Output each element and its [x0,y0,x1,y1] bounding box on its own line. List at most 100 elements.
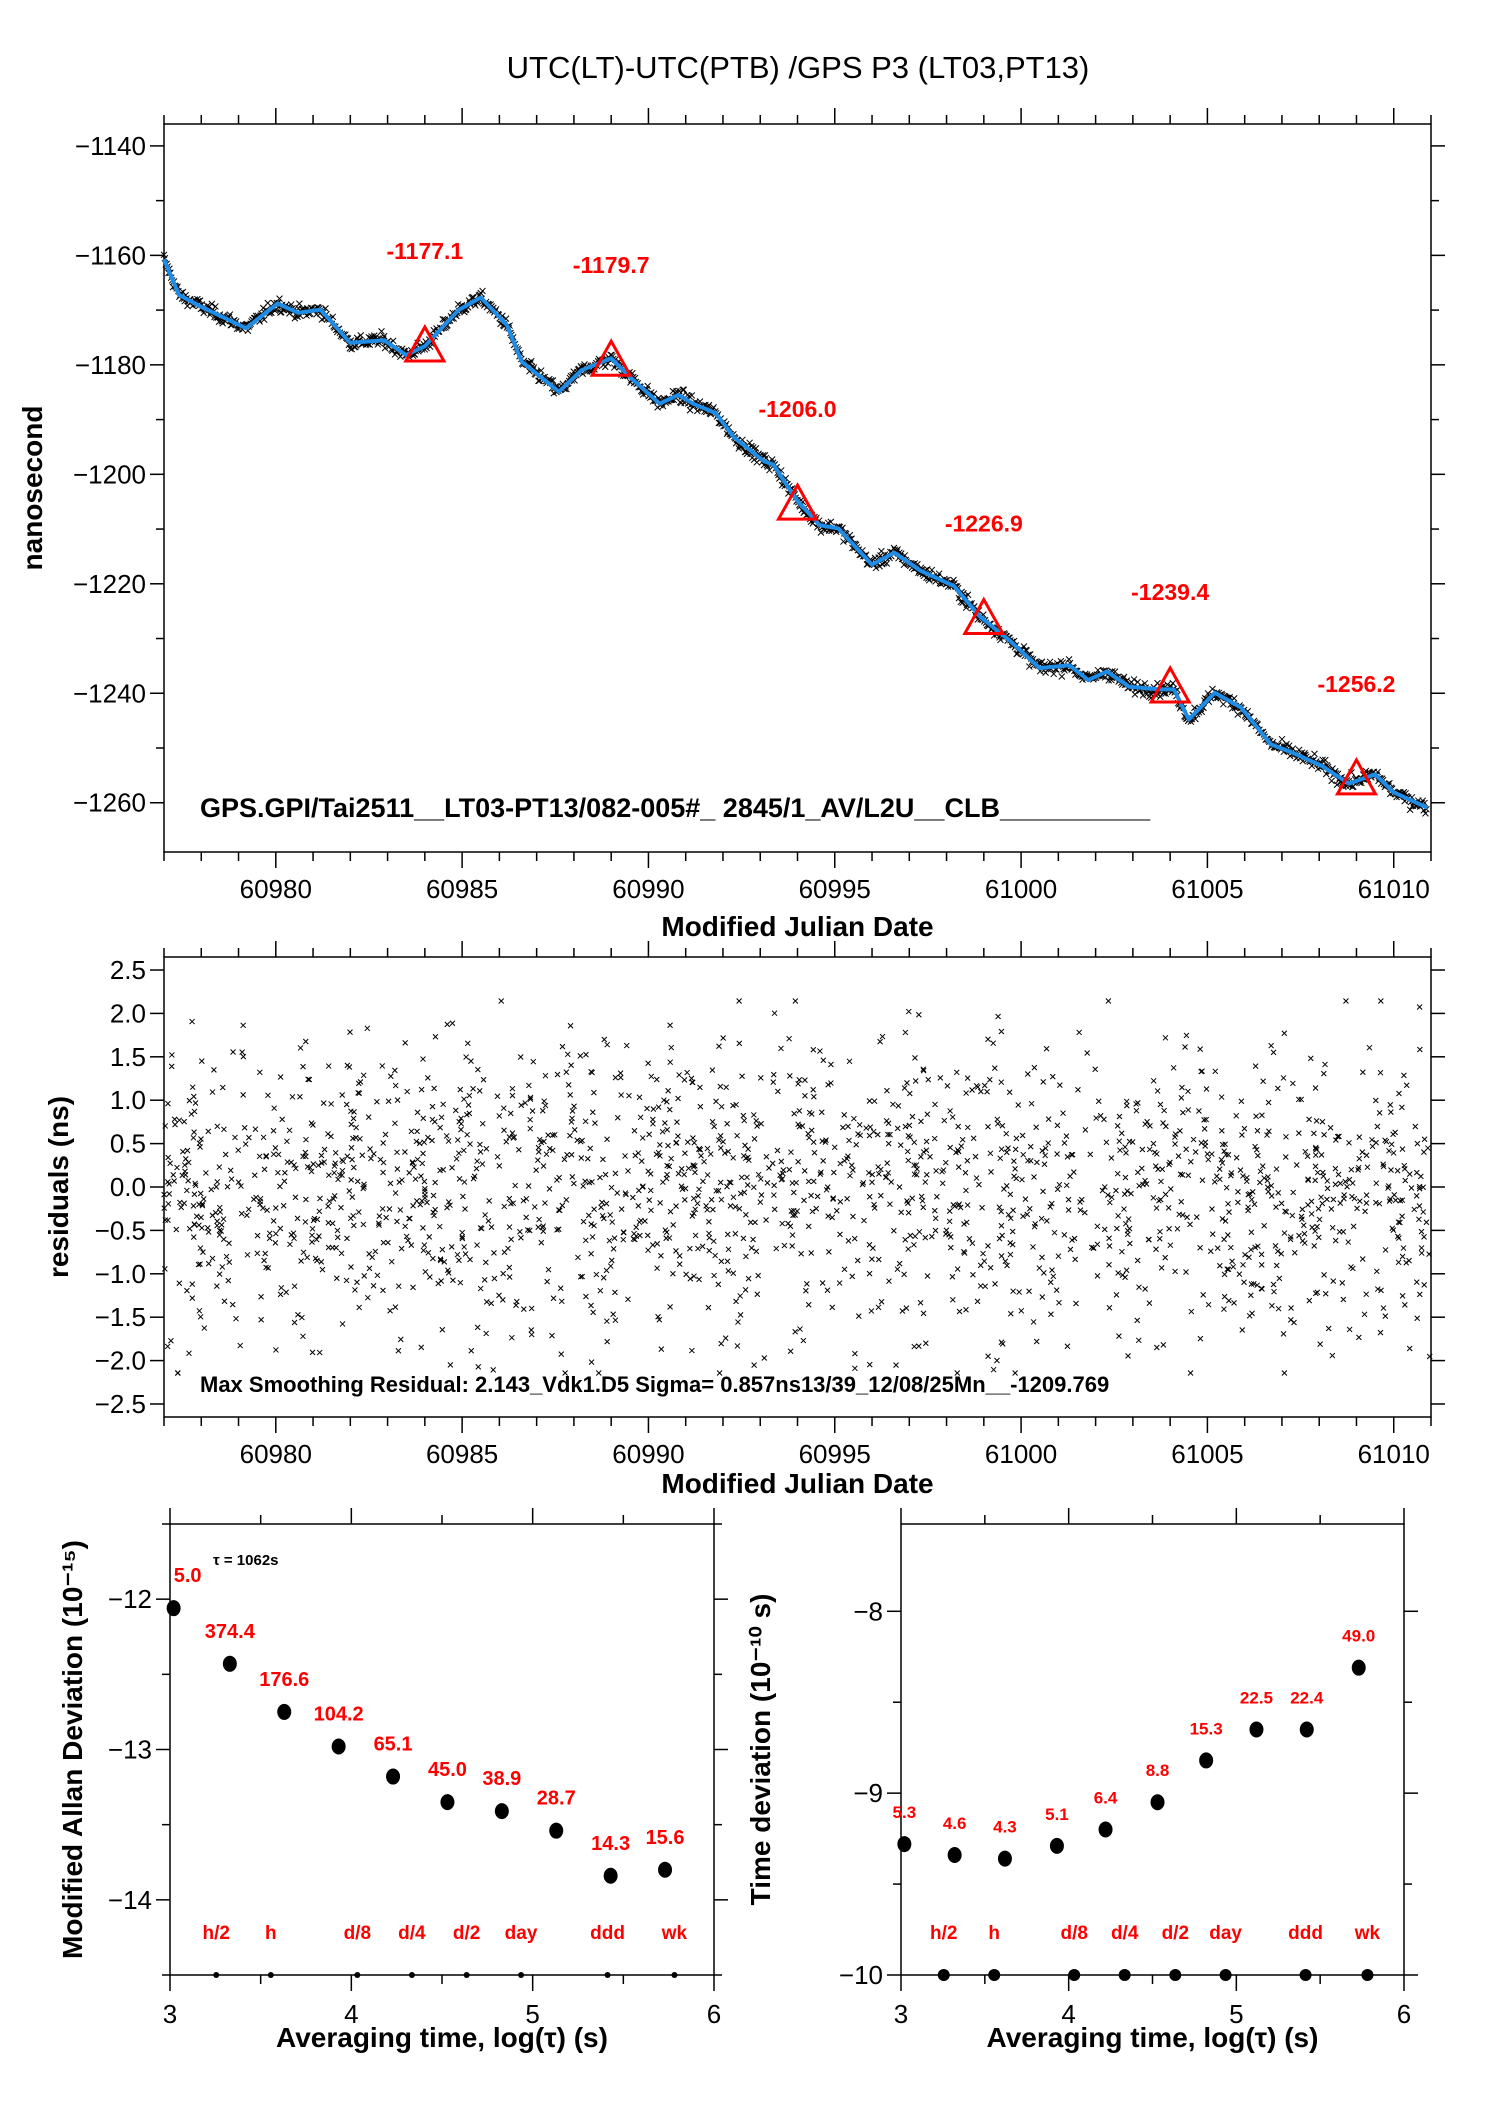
residual-point [1289,1212,1296,1219]
residual-point [1388,1141,1395,1148]
residual-point [792,1328,799,1335]
residual-point [905,1209,912,1216]
residual-point [1219,1216,1226,1222]
residual-point [1187,1370,1194,1376]
residual-point [755,1171,762,1178]
residual-point [722,1335,729,1341]
residual-point [1395,1235,1402,1241]
residual-point [846,1137,852,1144]
reference-label: ddd [590,1923,625,1944]
residual-point [308,1168,315,1175]
residual-point [263,1153,270,1159]
reference-dot [1068,1969,1081,1981]
residual-point [1106,1304,1113,1311]
data-point [601,363,609,371]
residual-point [1221,1271,1228,1278]
residual-point [966,1235,973,1242]
residual-point [220,1216,227,1222]
residual-point [825,1213,831,1220]
residual-point [685,1165,692,1172]
residual-point [441,1259,448,1265]
residual-point [1416,1216,1422,1223]
residual-point [445,1138,452,1144]
residual-point [865,1169,872,1176]
residual-point [933,1193,940,1200]
residual-point [500,1270,507,1277]
residual-point [338,1204,344,1211]
residual-point [822,1139,829,1146]
residual-point [1359,1256,1366,1262]
residual-point [355,1209,362,1215]
residual-point [755,1272,762,1279]
residual-point [457,1279,464,1286]
residual-point [1042,1145,1049,1152]
residual-point [326,1198,333,1205]
residual-point [520,1306,527,1312]
residual-point [723,1084,730,1091]
residual-point [419,1197,425,1204]
residual-point [204,1225,211,1231]
residual-point [430,1255,436,1262]
residual-point [563,1197,570,1203]
residual-point [826,1249,832,1255]
data-point [1150,1794,1165,1811]
residual-point [350,1212,357,1219]
residual-point [490,1367,497,1373]
x-tick-label: 4 [344,1999,358,2029]
residual-point [724,1258,731,1265]
residual-point [281,1178,288,1185]
point-label: 8.8 [1146,1761,1170,1780]
residual-point [1005,1145,1011,1151]
residual-point [171,1116,178,1123]
residual-point [374,1272,381,1279]
residual-point [283,1289,290,1296]
residual-point [745,1275,752,1282]
residual-point [1406,1257,1412,1264]
residual-point [1172,1268,1178,1275]
residual-point [1183,1032,1190,1039]
residual-point [1418,1228,1425,1235]
y-axis-label: nanosecond [17,406,48,571]
residual-point [431,1118,438,1125]
residual-point [886,1278,892,1285]
residual-point [920,1066,927,1073]
residual-point [631,1230,637,1237]
residual-point [1138,1165,1145,1172]
residual-point [526,1082,532,1089]
residual-point [620,1229,627,1236]
residual-point [232,1134,238,1141]
residual-point [692,1162,698,1169]
marker-label: -1256.2 [1317,671,1395,697]
residual-point [1265,1099,1272,1106]
residual-point [1114,1225,1120,1232]
residual-point [1064,1154,1071,1160]
residual-point [964,1124,971,1131]
residual-point [706,1230,712,1237]
residual-point [1105,998,1112,1004]
data-point [1139,691,1147,699]
residual-point [593,1271,600,1278]
residual-point [1275,1305,1282,1312]
residual-point [453,1155,460,1162]
residual-point [168,1052,175,1058]
residual-point [165,1200,172,1207]
residual-point [425,1134,431,1141]
residual-point [582,1118,589,1125]
residual-point [431,1212,437,1219]
residual-point [589,1234,596,1240]
residual-point [1031,1174,1037,1180]
residual-point [536,1136,543,1143]
residual-point [1291,1249,1298,1256]
residual-point [642,1218,648,1224]
residual-point [790,1212,796,1219]
residual-point [361,1273,368,1279]
residual-point [172,1121,178,1128]
chart-title: UTC(LT)-UTC(PTB) /GPS P3 (LT03,PT13) [507,50,1090,85]
residual-point [715,1281,722,1288]
residual-point [325,1063,332,1069]
reference-dot [604,1972,611,1978]
residual-point [1250,1280,1257,1287]
residual-point [1400,1245,1407,1251]
residual-point [617,1070,624,1076]
residual-point [778,1176,785,1183]
